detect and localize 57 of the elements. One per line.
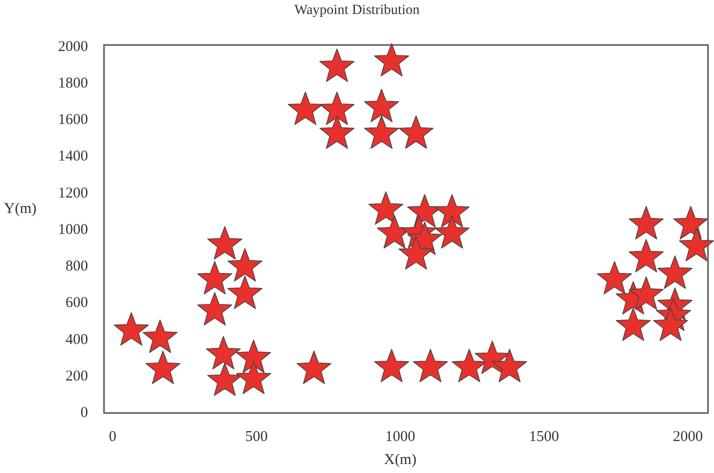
point: [364, 115, 400, 149]
point: [597, 260, 632, 294]
x-tick-label: 2000: [672, 429, 703, 445]
y-tick-label: 0: [80, 405, 88, 421]
y-tick-label: 1800: [58, 75, 88, 92]
point: [628, 206, 664, 240]
y-tick-label: 1400: [58, 148, 88, 165]
x-tick-label: 1500: [529, 429, 560, 445]
point: [319, 48, 354, 82]
point: [368, 191, 404, 225]
point: [364, 88, 400, 122]
point: [398, 115, 434, 149]
y-tick-label: 200: [66, 368, 88, 384]
point: [142, 320, 178, 353]
point: [288, 92, 323, 125]
chart-title: Waypoint Distribution: [294, 3, 420, 18]
point: [374, 348, 410, 382]
y-tick-label: 2000: [58, 38, 88, 55]
x-axis-title: X(m): [384, 452, 416, 468]
point: [678, 228, 714, 262]
y-axis-title: Y(m): [4, 201, 36, 217]
point: [452, 348, 487, 382]
point: [412, 348, 448, 382]
y-tick-label: 1600: [58, 112, 88, 128]
point: [434, 215, 470, 249]
point: [628, 238, 664, 272]
point: [206, 336, 241, 370]
point: [398, 236, 434, 270]
y-tick-label: 800: [66, 258, 88, 275]
point: [236, 340, 272, 374]
point: [374, 43, 410, 76]
point: [207, 362, 242, 396]
point: [197, 260, 232, 294]
point: [653, 308, 688, 341]
y-tick-label: 400: [66, 332, 88, 348]
point: [236, 360, 272, 394]
point: [616, 308, 651, 341]
x-tick-label: 0: [108, 429, 116, 445]
y-tick-label: 600: [66, 295, 88, 312]
point: [227, 248, 262, 282]
y-tick-label: 1000: [58, 222, 88, 238]
point: [227, 276, 262, 309]
point: [628, 276, 664, 310]
point: [657, 255, 692, 289]
point: [319, 92, 354, 125]
point: [197, 292, 232, 326]
point: [492, 348, 528, 382]
x-tick-label: 500: [245, 429, 268, 445]
point: [296, 350, 332, 384]
point: [434, 194, 470, 228]
point: [319, 115, 354, 149]
point: [114, 312, 149, 346]
point: [145, 350, 180, 384]
point: [673, 206, 708, 240]
point: [207, 226, 242, 260]
y-tick-label: 1200: [58, 185, 88, 202]
x-tick-label: 1000: [385, 429, 416, 445]
